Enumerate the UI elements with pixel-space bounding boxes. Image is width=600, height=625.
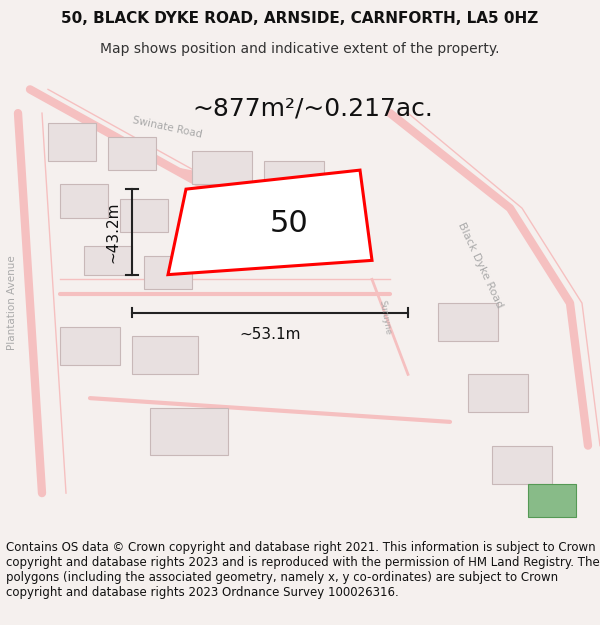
- Polygon shape: [108, 137, 156, 170]
- Polygon shape: [168, 170, 372, 274]
- Polygon shape: [264, 161, 324, 194]
- Polygon shape: [120, 199, 168, 232]
- Polygon shape: [48, 122, 96, 161]
- Polygon shape: [528, 484, 576, 517]
- Text: ~43.2m: ~43.2m: [105, 201, 120, 262]
- Polygon shape: [150, 408, 228, 455]
- Text: 50: 50: [270, 209, 309, 238]
- Text: ~877m²/~0.217ac.: ~877m²/~0.217ac.: [192, 96, 433, 121]
- Text: ~53.1m: ~53.1m: [239, 327, 301, 342]
- Text: Swinate Road: Swinate Road: [132, 115, 203, 139]
- Polygon shape: [288, 208, 342, 241]
- Polygon shape: [468, 374, 528, 413]
- Polygon shape: [492, 446, 552, 484]
- Polygon shape: [60, 184, 108, 218]
- Text: 50, BLACK DYKE ROAD, ARNSIDE, CARNFORTH, LA5 0HZ: 50, BLACK DYKE ROAD, ARNSIDE, CARNFORTH,…: [61, 11, 539, 26]
- Text: Black Dyke Road: Black Dyke Road: [456, 221, 504, 309]
- Text: Contains OS data © Crown copyright and database right 2021. This information is : Contains OS data © Crown copyright and d…: [6, 541, 600, 599]
- Polygon shape: [144, 256, 192, 289]
- Text: Plantation Avenue: Plantation Avenue: [7, 256, 17, 351]
- Text: Map shows position and indicative extent of the property.: Map shows position and indicative extent…: [100, 42, 500, 56]
- Polygon shape: [60, 327, 120, 365]
- Polygon shape: [216, 199, 276, 232]
- Text: Suruyne: Suruyne: [378, 299, 393, 336]
- Polygon shape: [192, 151, 252, 184]
- Polygon shape: [84, 246, 132, 274]
- Polygon shape: [132, 336, 198, 374]
- Polygon shape: [438, 303, 498, 341]
